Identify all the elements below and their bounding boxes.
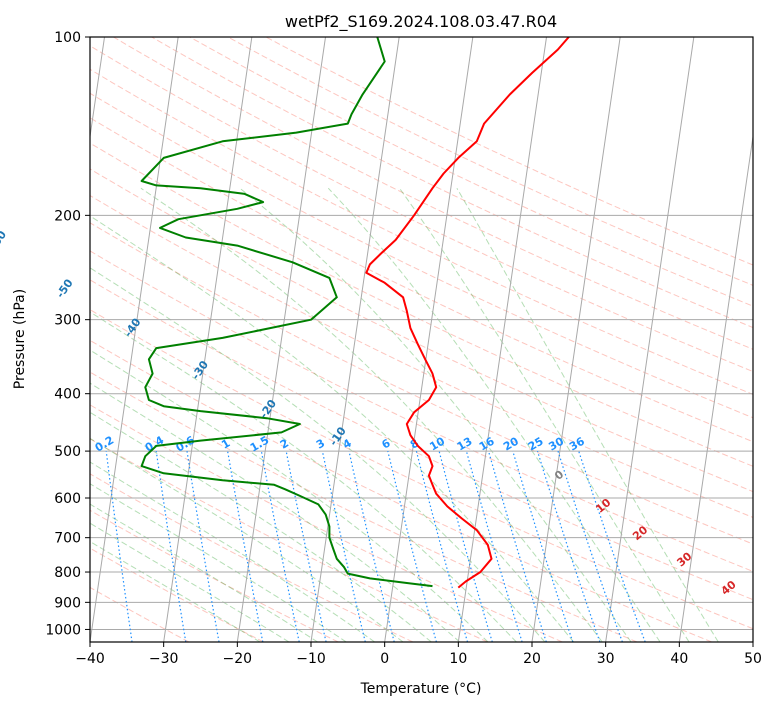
mixing-ratio-line: [387, 450, 437, 642]
moist-adiabat-line: [90, 483, 347, 642]
y-tick-label: 600: [54, 491, 81, 507]
dry-adiabat-line: [90, 92, 753, 419]
mixing-ratio-line: [465, 450, 523, 642]
mixing-ratio-line: [557, 450, 623, 642]
x-axis-label: Temperature (°C): [360, 681, 482, 697]
y-tick-label: 300: [54, 313, 81, 329]
dewpoint-profile: [140, 37, 433, 588]
mixing-ratio-line: [438, 450, 493, 642]
isotherm-line: [605, 37, 695, 642]
isotherm-line: [384, 37, 474, 642]
mixing-ratio-line: [536, 450, 601, 642]
moist-adiabat-line: [90, 437, 404, 642]
dry-adiabat-line: [227, 37, 753, 286]
dry-adiabat-line: [90, 404, 563, 642]
mixing-ratio-line: [260, 450, 300, 642]
y-tick-label: 900: [54, 595, 81, 611]
moist-adiabat-line: [90, 349, 489, 642]
x-tick-label: −10: [296, 651, 326, 667]
temperature-profile: [365, 37, 570, 589]
dry-adiabat-line: [90, 339, 712, 642]
dry-adiabat-line: [90, 142, 753, 467]
background-lines: [90, 37, 753, 642]
dry-adiabat-line: [90, 473, 414, 642]
mixing-ratio-line: [285, 450, 327, 642]
dry-adiabat-line: [90, 509, 339, 642]
y-tick-label: 100: [54, 30, 81, 46]
dry-adiabat-line: [90, 309, 753, 630]
y-tick-label: 700: [54, 531, 81, 547]
moist-adiabat-line: [90, 503, 318, 642]
dry-adiabat-line: [189, 37, 753, 307]
y-tick-label: 200: [54, 208, 81, 224]
moist-adiabat-line: [90, 461, 375, 642]
x-tick-label: 40: [670, 651, 688, 667]
mixing-ratio-line: [155, 451, 187, 642]
isotherm-label: -60: [0, 228, 9, 252]
dry-adiabat-line: [90, 371, 638, 642]
mixing-ratio-line: [227, 450, 264, 642]
dry-adiabat-line: [90, 279, 753, 601]
isotherm-line: [457, 37, 548, 642]
moist-adiabat-line: [399, 187, 690, 642]
isotherm-line: [236, 37, 327, 642]
moist-adiabat-line: [327, 187, 661, 642]
moist-adiabat-line: [90, 215, 574, 642]
moist-adiabat-line: [90, 382, 461, 642]
x-tick-label: −40: [75, 651, 105, 667]
mixing-ratio-line: [512, 450, 574, 642]
x-tick-label: 10: [449, 651, 467, 667]
mixing-ratio-line: [487, 450, 547, 642]
y-axis-label: Pressure (hPa): [12, 289, 28, 389]
x-tick-label: 0: [380, 651, 389, 667]
mixing-ratio-line: [321, 450, 366, 642]
isotherm-line: [531, 37, 621, 642]
moist-adiabat-line: [239, 187, 632, 642]
x-tick-label: −20: [223, 651, 253, 667]
y-tick-label: 500: [54, 444, 81, 460]
plot-frame: [89, 36, 754, 643]
mixing-ratio-line: [348, 450, 395, 642]
x-tick-label: 20: [523, 651, 541, 667]
mixing-ratio-line: [415, 450, 469, 642]
isotherm-line: [90, 37, 179, 642]
dry-adiabat-line: [90, 117, 753, 443]
y-axis-ticks: 100 200 300 400 500 600 700 800 900 1000: [45, 30, 90, 638]
moist-adiabat-line: [140, 187, 603, 642]
dry-adiabat-line: [90, 222, 753, 545]
moist-adiabat-line: [456, 187, 719, 642]
mixing-ratio-line: [186, 451, 220, 642]
moist-adiabat-line: [90, 411, 432, 642]
y-tick-label: 800: [54, 565, 81, 581]
moist-adiabat-line: [90, 267, 546, 642]
chart-title: wetPf2_S169.2024.108.03.47.R04: [285, 12, 557, 32]
x-tick-label: 50: [744, 651, 762, 667]
profiles: [140, 37, 570, 589]
x-tick-label: 30: [597, 651, 615, 667]
isotherm-line: [310, 37, 400, 642]
y-tick-label: 1000: [45, 622, 81, 638]
y-tick-label: 400: [54, 387, 81, 403]
moist-adiabat-line: [90, 522, 290, 642]
x-tick-label: −30: [149, 651, 179, 667]
dry-adiabat-line: [90, 250, 753, 572]
moist-adiabat-line: [90, 540, 261, 642]
dry-adiabat-line: [113, 37, 753, 350]
x-axis-ticks: −40 −30 −20 −10 0 10 20 30 40 50: [75, 642, 762, 667]
dry-adiabat-line: [90, 168, 753, 493]
mixing-ratio-line: [578, 450, 646, 642]
mixing-ratio-line: [105, 451, 133, 642]
